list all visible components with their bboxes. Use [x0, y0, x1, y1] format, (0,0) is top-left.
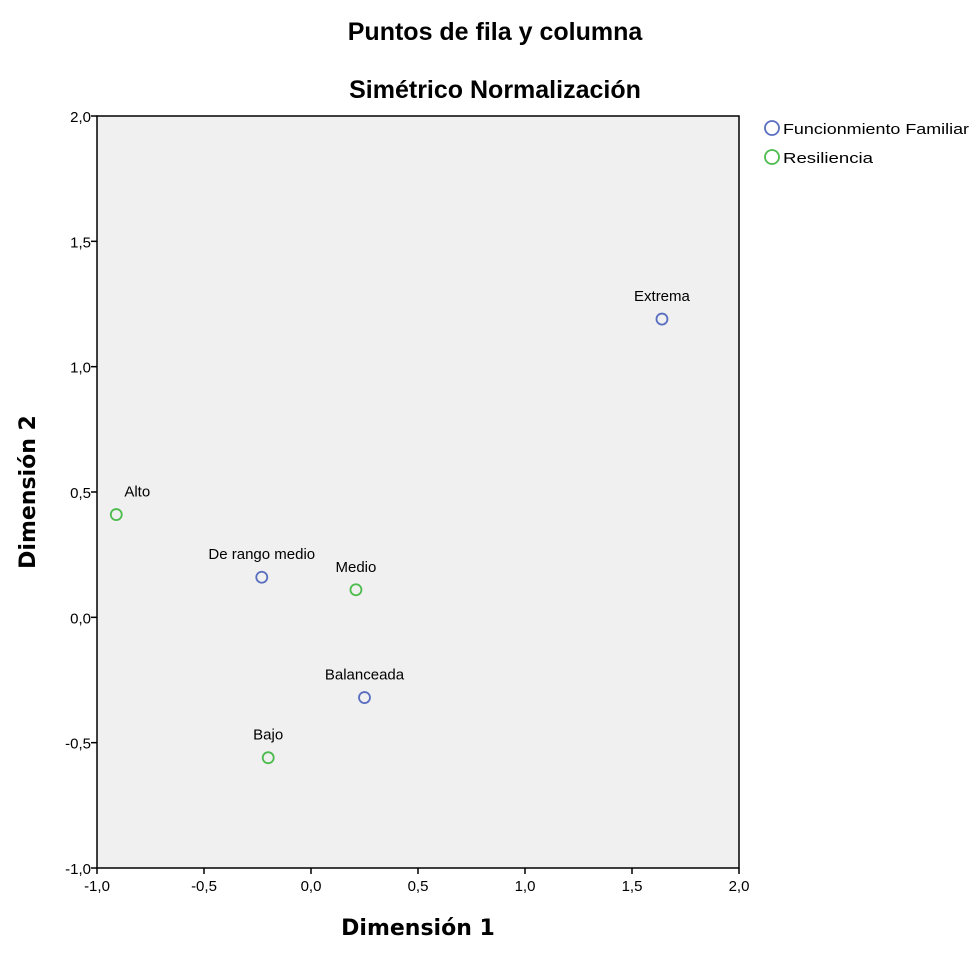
y-tick-label: 1,0: [70, 360, 91, 377]
y-tick-label: 0,0: [70, 610, 91, 627]
x-tick-label: 0,5: [408, 878, 429, 895]
point-label: Alto: [124, 484, 150, 501]
x-tick-label: -0,5: [191, 878, 217, 895]
x-axis-title: Dimensión 1: [341, 916, 495, 941]
y-tick-label: 2,0: [70, 109, 91, 126]
point-label: Bajo: [253, 727, 283, 744]
y-axis: -1,0 -0,5 0,0 0,5 1,0 1,5 2,0: [65, 109, 97, 878]
chart-title: Puntos de fila y columna: [348, 18, 644, 46]
legend-label: Resiliencia: [783, 150, 874, 167]
y-tick-label: 1,5: [70, 234, 91, 251]
legend: Funcionmiento Familiar Resiliencia: [764, 120, 969, 167]
data-points: Extrema De rango medio Balanceada Alto Medio…: [109, 288, 691, 765]
plot-area: [96, 115, 740, 869]
y-axis-title: Dimensión 2: [16, 415, 41, 569]
y-tick-label: -1,0: [65, 861, 91, 878]
x-tick-label: 2,0: [729, 878, 750, 895]
data-point: [358, 691, 371, 704]
legend-label: Funcionmiento Familiar: [783, 121, 969, 138]
x-axis: -1,0 -0,5 0,0 0,5 1,0 1,5 2,0: [84, 868, 749, 895]
x-tick-label: 1,5: [622, 878, 643, 895]
y-tick-label: -0,5: [65, 736, 91, 753]
x-tick-label: 1,0: [515, 878, 536, 895]
legend-marker: [764, 149, 780, 165]
data-point: [261, 751, 275, 765]
point-label: Extrema: [634, 288, 691, 305]
y-tick-label: 0,5: [70, 485, 91, 502]
x-tick-label: -1,0: [84, 878, 110, 895]
point-label: Medio: [336, 559, 377, 576]
point-label: De rango medio: [208, 546, 315, 563]
legend-marker: [764, 120, 780, 136]
data-point: [349, 583, 363, 597]
chart-subtitle: Simétrico Normalización: [349, 76, 641, 104]
x-tick-label: 0,0: [301, 878, 322, 895]
data-point: [655, 312, 669, 326]
point-label: Balanceada: [325, 667, 405, 684]
data-point: [109, 508, 123, 521]
data-point: [255, 570, 269, 584]
